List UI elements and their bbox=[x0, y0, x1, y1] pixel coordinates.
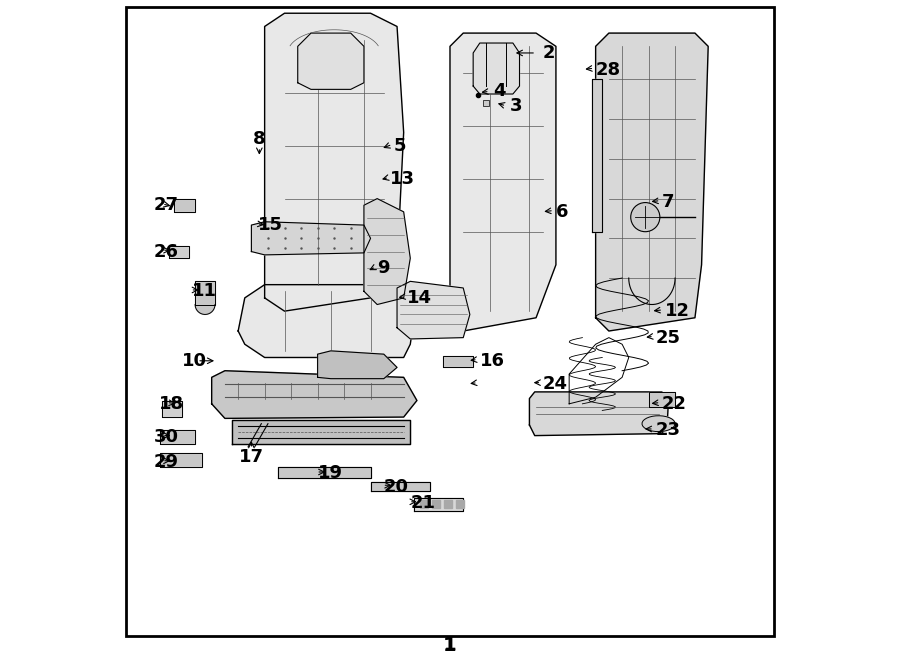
Polygon shape bbox=[212, 371, 417, 418]
Text: 24: 24 bbox=[543, 375, 568, 393]
Polygon shape bbox=[596, 33, 708, 331]
Text: 2: 2 bbox=[543, 44, 555, 62]
Text: 13: 13 bbox=[391, 169, 416, 188]
Text: 22: 22 bbox=[662, 395, 687, 413]
Polygon shape bbox=[456, 500, 464, 508]
Polygon shape bbox=[432, 500, 440, 508]
Polygon shape bbox=[251, 222, 371, 255]
Text: 4: 4 bbox=[493, 82, 506, 101]
Text: 29: 29 bbox=[153, 453, 178, 471]
Text: 30: 30 bbox=[153, 428, 178, 446]
Text: 3: 3 bbox=[509, 97, 522, 115]
Polygon shape bbox=[371, 482, 430, 491]
Text: 14: 14 bbox=[407, 289, 432, 307]
Text: 8: 8 bbox=[253, 130, 266, 148]
Polygon shape bbox=[473, 43, 519, 94]
Text: 21: 21 bbox=[410, 494, 436, 512]
Text: 26: 26 bbox=[153, 242, 178, 261]
Text: 28: 28 bbox=[596, 60, 621, 79]
Polygon shape bbox=[592, 79, 602, 232]
Polygon shape bbox=[195, 305, 215, 314]
Polygon shape bbox=[265, 13, 404, 311]
Polygon shape bbox=[160, 430, 195, 444]
Polygon shape bbox=[649, 392, 675, 407]
Polygon shape bbox=[444, 356, 473, 367]
Polygon shape bbox=[231, 420, 410, 444]
Polygon shape bbox=[160, 453, 202, 467]
Text: 1: 1 bbox=[443, 636, 457, 655]
Text: 7: 7 bbox=[662, 193, 674, 211]
Text: 6: 6 bbox=[556, 203, 569, 221]
Polygon shape bbox=[162, 401, 182, 417]
Text: 17: 17 bbox=[238, 448, 264, 466]
Polygon shape bbox=[414, 498, 464, 511]
Polygon shape bbox=[238, 285, 417, 357]
Polygon shape bbox=[278, 467, 371, 478]
FancyBboxPatch shape bbox=[126, 7, 774, 636]
Polygon shape bbox=[168, 246, 188, 258]
Polygon shape bbox=[642, 416, 675, 432]
Polygon shape bbox=[174, 199, 195, 212]
Text: 12: 12 bbox=[665, 302, 690, 320]
Text: 20: 20 bbox=[383, 477, 409, 496]
Polygon shape bbox=[444, 500, 452, 508]
Text: 27: 27 bbox=[153, 196, 178, 214]
Text: 11: 11 bbox=[192, 282, 217, 301]
Text: 10: 10 bbox=[182, 352, 207, 370]
Text: 23: 23 bbox=[655, 421, 680, 440]
Polygon shape bbox=[450, 33, 556, 331]
Text: 25: 25 bbox=[655, 328, 680, 347]
Text: 16: 16 bbox=[480, 352, 505, 370]
Polygon shape bbox=[318, 351, 397, 379]
Text: 19: 19 bbox=[318, 464, 343, 483]
Text: 1: 1 bbox=[444, 636, 456, 655]
Polygon shape bbox=[298, 33, 364, 89]
Text: 9: 9 bbox=[377, 259, 390, 277]
Polygon shape bbox=[195, 281, 215, 305]
Polygon shape bbox=[397, 281, 470, 339]
Polygon shape bbox=[420, 500, 428, 508]
Text: 18: 18 bbox=[158, 395, 184, 413]
Text: 15: 15 bbox=[258, 216, 283, 234]
Circle shape bbox=[631, 203, 660, 232]
Text: 5: 5 bbox=[393, 136, 406, 155]
Polygon shape bbox=[529, 392, 669, 436]
Polygon shape bbox=[364, 199, 410, 305]
